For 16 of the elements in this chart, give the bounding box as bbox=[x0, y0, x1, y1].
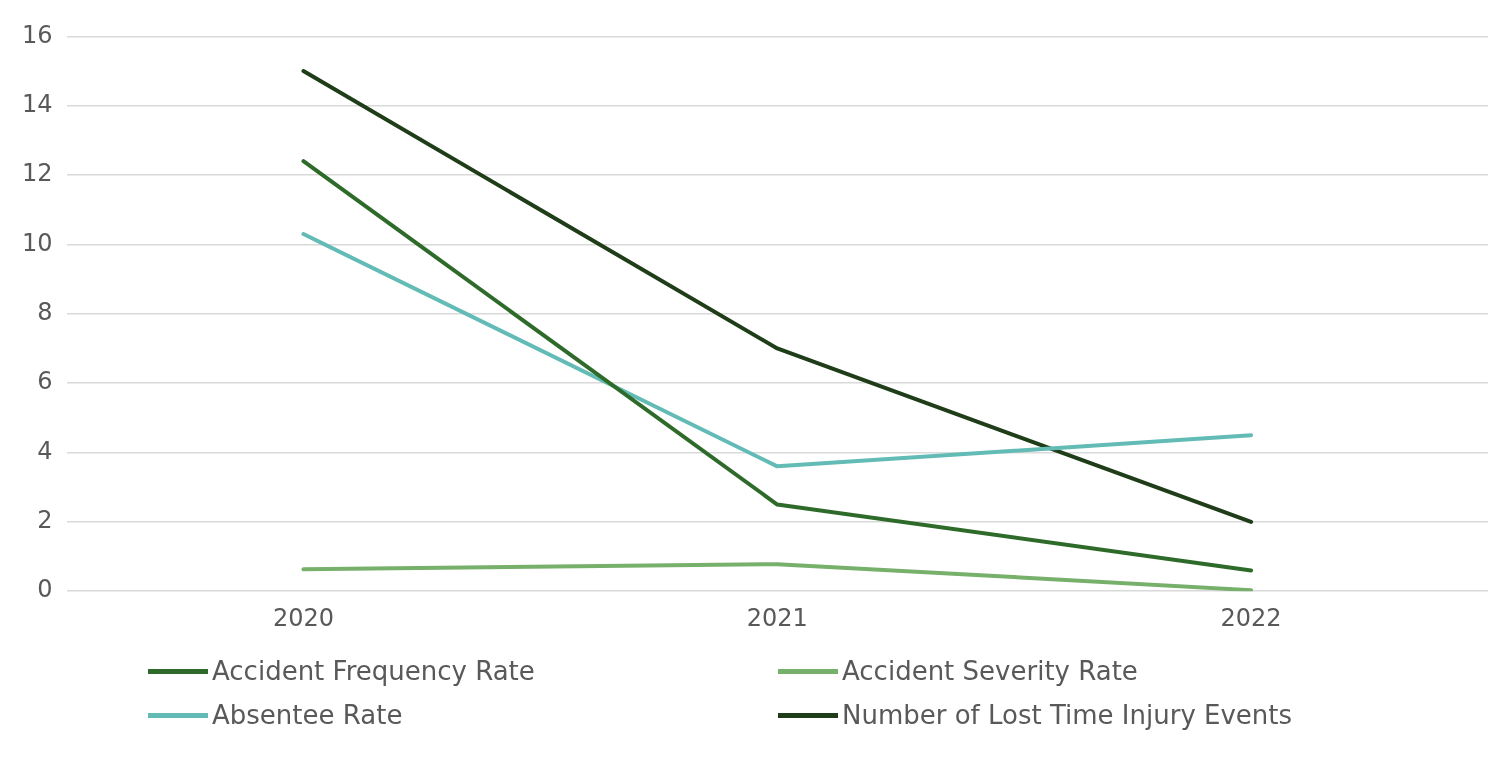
y-tick-label: 6 bbox=[37, 367, 53, 396]
y-tick-label: 2 bbox=[37, 506, 53, 535]
y-tick-label: 4 bbox=[37, 436, 53, 465]
legend-label: Accident Severity Rate bbox=[842, 656, 1138, 686]
legend-label: Number of Lost Time Injury Events bbox=[842, 700, 1293, 730]
x-tick-label: 2022 bbox=[1220, 603, 1282, 632]
y-tick-label: 14 bbox=[21, 89, 53, 118]
y-tick-label: 0 bbox=[37, 575, 53, 604]
x-tick-label: 2021 bbox=[746, 603, 808, 632]
x-tick-label: 2020 bbox=[272, 603, 334, 632]
y-tick-label: 8 bbox=[37, 298, 53, 327]
y-tick-label: 16 bbox=[21, 20, 53, 49]
y-tick-label: 12 bbox=[21, 159, 53, 188]
legend-label: Absentee Rate bbox=[212, 700, 403, 730]
y-tick-label: 10 bbox=[21, 228, 53, 257]
legend-label: Accident Frequency Rate bbox=[212, 656, 535, 686]
